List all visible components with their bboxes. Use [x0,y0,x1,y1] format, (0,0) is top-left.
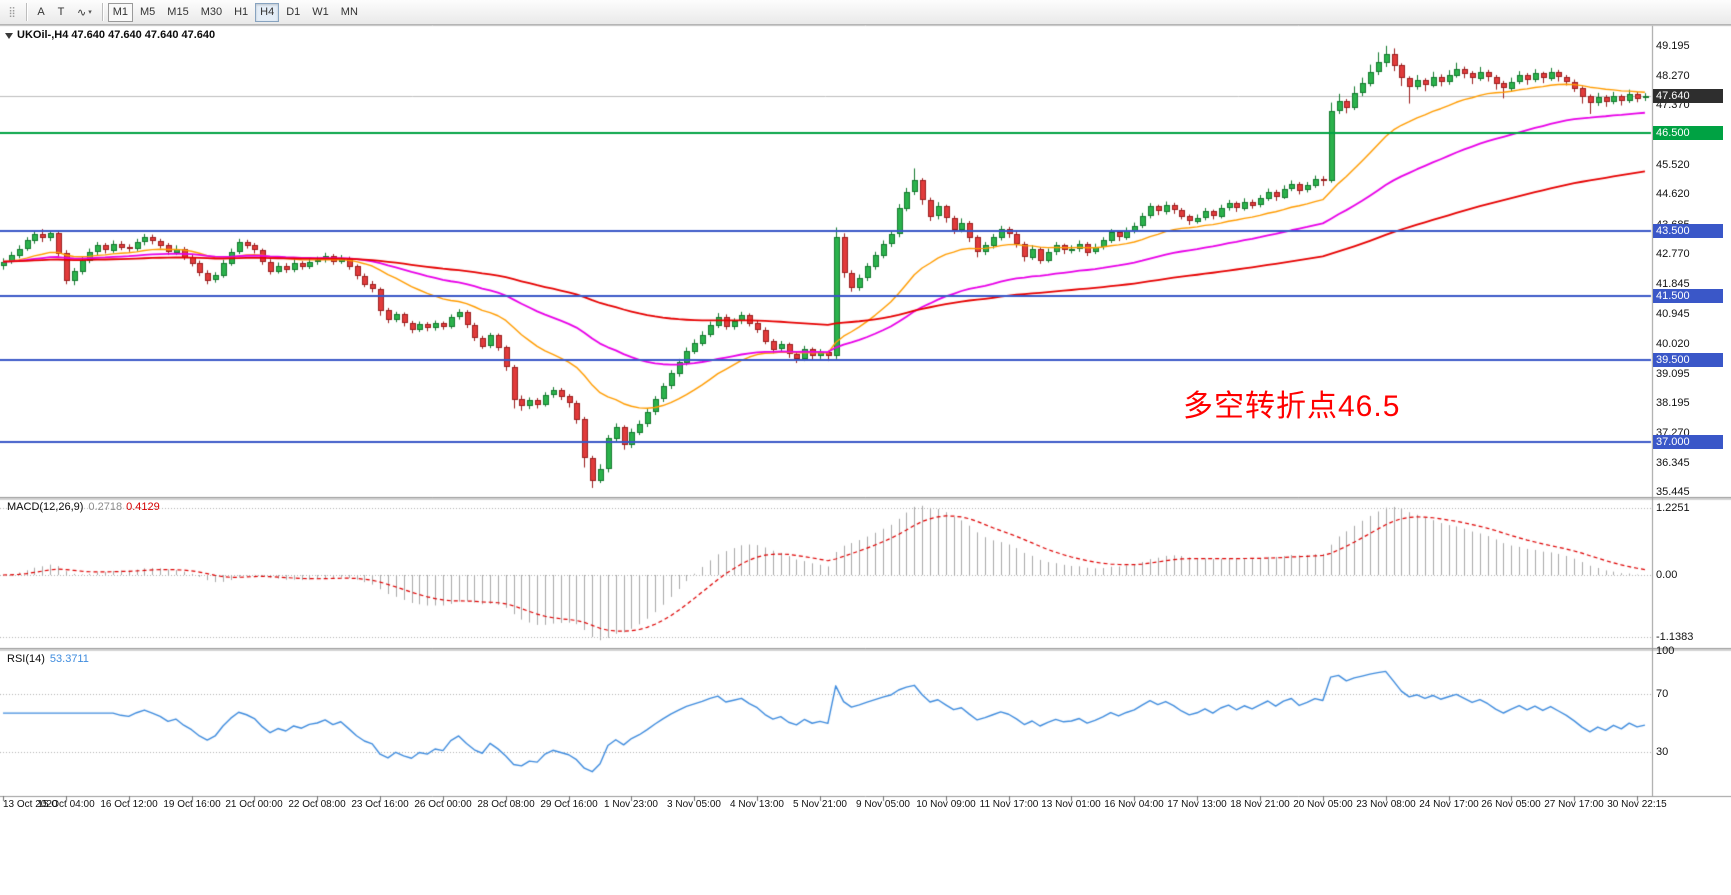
macd-main-value: 0.2718 [88,501,123,513]
macd-indicator-label: MACD(12,26,9) 0.2718 0.4129 [7,501,160,513]
symbol-title: UKOil-,H4 47.640 47.640 47.640 47.640 [17,29,216,41]
timeframe-w1[interactable]: W1 [307,3,334,22]
text-tool-button[interactable]: T [52,3,70,22]
timeframe-m5[interactable]: M5 [135,3,160,22]
macd-label: MACD(12,26,9) [7,501,84,513]
chart-menu-triangle-icon[interactable] [5,33,13,39]
rsi-indicator-label: RSI(14) 53.3711 [7,653,89,665]
toolbar-separator [26,3,27,21]
cursor-tool-button[interactable]: A [32,3,50,22]
chart-annotation-text[interactable]: 多空转折点46.5 [1183,390,1401,423]
timeframe-h1[interactable]: H1 [229,3,253,22]
toolbar-grip-icon[interactable]: ⣿ [3,3,21,22]
rsi-label: RSI(14) [7,653,45,665]
rsi-value: 53.3711 [49,653,89,665]
dropdown-caret-icon: ▾ [88,9,92,16]
toolbar: ⣿ A T ∿ ▾ M1 M5 M15 M30 H1 H4 D1 W1 MN [0,0,1731,25]
timeframe-m15[interactable]: M15 [162,3,193,22]
line-studies-tool-button[interactable]: ∿ ▾ [72,3,97,22]
timeframe-h4[interactable]: H4 [255,2,280,22]
toolbar-separator [101,3,103,21]
timeframe-m1[interactable]: M1 [107,2,134,22]
timeframe-m30[interactable]: M30 [196,3,227,22]
timeframe-d1[interactable]: D1 [281,3,305,22]
macd-signal-value: 0.4129 [126,501,160,513]
timeframe-mn[interactable]: MN [336,3,363,22]
